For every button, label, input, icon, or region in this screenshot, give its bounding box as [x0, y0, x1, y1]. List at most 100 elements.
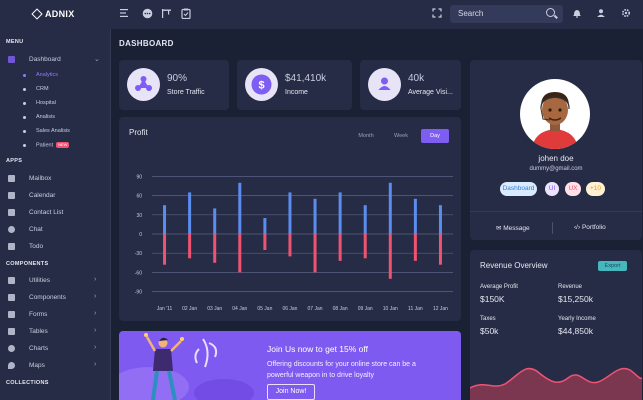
- sidebar-subitem-label: Hospital: [36, 100, 56, 106]
- x-tick-label: 02 Jan: [182, 306, 197, 312]
- bar-negative: [313, 234, 317, 273]
- tag-more[interactable]: +10: [586, 182, 605, 196]
- revenue-title: Revenue Overview: [480, 261, 548, 270]
- stat-label: Average Visi...: [408, 89, 453, 96]
- sidebar-item-chat[interactable]: Chat: [0, 223, 110, 237]
- bar-negative: [163, 234, 167, 265]
- y-tick-label: 90: [136, 174, 142, 180]
- bar-positive: [288, 192, 292, 234]
- flag-icon[interactable]: [160, 8, 172, 20]
- y-tick-label: 60: [136, 194, 142, 200]
- revenue-value: $50k: [480, 326, 499, 336]
- settings-icon[interactable]: [620, 8, 632, 20]
- traffic-icon: [127, 68, 160, 101]
- sidebar-item-mailbox[interactable]: Mailbox: [0, 172, 110, 186]
- sidebar-item-label: Charts: [29, 345, 49, 352]
- revenue-label: Taxes: [480, 316, 496, 322]
- promo-text: Offering discounts for your online store…: [267, 361, 416, 379]
- tag-ux[interactable]: UX: [565, 182, 581, 196]
- tab-month[interactable]: Month: [358, 133, 374, 139]
- profile-card: johen doe dummy@gmail.com Dashboard UI U…: [470, 60, 642, 240]
- x-tick-label: 11 Jan: [408, 306, 423, 312]
- revenue-value: $44,850k: [558, 326, 593, 336]
- sidebar-item-utilities[interactable]: Utilities ›: [0, 274, 110, 288]
- bullet-icon: [23, 116, 26, 119]
- revenue-area-chart: [470, 367, 642, 400]
- new-badge: NEW: [56, 142, 70, 148]
- chat-icon[interactable]: [141, 8, 153, 20]
- stat-card-income: $ $41,410k Income: [237, 60, 352, 110]
- contacts-icon: [8, 209, 15, 216]
- user-icon[interactable]: [595, 8, 607, 20]
- components-icon: [8, 294, 15, 301]
- sidebar-subitem-hospital[interactable]: Hospital: [0, 98, 110, 110]
- sidebar-subitem-analisis[interactable]: Analisis: [0, 112, 110, 124]
- tag-dashboard[interactable]: Dashboard: [500, 182, 537, 196]
- sidebar-item-label: Tables: [29, 328, 48, 335]
- menu-toggle-icon[interactable]: [119, 8, 131, 20]
- stat-value: 90%: [167, 73, 188, 84]
- bar-negative: [363, 234, 367, 259]
- bar-negative: [188, 234, 192, 259]
- sidebar-item-maps[interactable]: Maps ›: [0, 359, 110, 373]
- profit-chart: 90 60 30 0 -30 -60 -90 Jan '11 02 Jan 03 Jan 04 Ja…: [135, 174, 453, 312]
- sidebar-item-forms[interactable]: Forms ›: [0, 308, 110, 322]
- bar-negative: [338, 234, 342, 261]
- export-button[interactable]: Export: [598, 261, 627, 271]
- bar-positive: [163, 205, 167, 234]
- tag-ui[interactable]: UI: [545, 182, 559, 196]
- sidebar-item-charts[interactable]: Charts ›: [0, 342, 110, 356]
- sidebar-subitem-sales-analisis[interactable]: Sales Analisis: [0, 126, 110, 138]
- top-bar: ADNIX Search: [0, 0, 643, 29]
- search-icon[interactable]: [546, 8, 555, 17]
- x-tick-label: 06 Jan: [282, 306, 297, 312]
- fullscreen-icon[interactable]: [431, 8, 443, 20]
- sidebar-subitem-analytics[interactable]: Analytics: [0, 70, 110, 82]
- sidebar-subitem-patient[interactable]: Patient NEW: [0, 140, 110, 152]
- tab-week[interactable]: Week: [394, 133, 408, 139]
- tables-icon: [8, 328, 15, 335]
- envelope-icon: ✉: [496, 225, 502, 232]
- sidebar-item-todo[interactable]: Todo: [0, 240, 110, 254]
- avatar[interactable]: [520, 79, 590, 149]
- notification-icon[interactable]: [571, 8, 583, 20]
- sidebar-item-tables[interactable]: Tables ›: [0, 325, 110, 339]
- bar-negative: [263, 234, 267, 250]
- portfolio-button[interactable]: ‹/› Portfolio: [574, 224, 606, 231]
- mail-icon: [8, 175, 15, 182]
- brand-logo[interactable]: ADNIX: [31, 8, 75, 20]
- revenue-value: $150K: [480, 294, 505, 304]
- sidebar-item-contact-list[interactable]: Contact List: [0, 206, 110, 220]
- sidebar-item-label: Todo: [29, 243, 44, 250]
- bullet-icon: [23, 74, 26, 77]
- sidebar-item-dashboard[interactable]: Dashboard ⌄: [0, 53, 110, 67]
- sidebar-subitem-label: Sales Analisis: [36, 128, 70, 134]
- sidebar-subitem-crm[interactable]: CRM: [0, 84, 110, 96]
- logo-mark-icon: [31, 8, 43, 20]
- revenue-overview-card: Revenue Overview Export Average Profit $…: [470, 250, 642, 400]
- stat-value: $41,410k: [285, 73, 327, 84]
- sidebar-item-calendar[interactable]: Calendar: [0, 189, 110, 203]
- sidebar: MENU Dashboard ⌄ Analytics CRM Hospital …: [0, 29, 111, 400]
- y-tick-label: -30: [135, 251, 142, 257]
- stat-label: Store Traffic: [167, 89, 205, 96]
- portfolio-label: Portfolio: [581, 224, 606, 231]
- clipboard-icon[interactable]: [180, 8, 192, 20]
- x-tick-label: 03 Jan: [207, 306, 222, 312]
- chevron-right-icon: ›: [94, 327, 97, 334]
- profile-email: dummy@gmail.com: [529, 166, 583, 172]
- promo-illustration: [119, 333, 254, 400]
- message-button[interactable]: ✉ Message: [496, 224, 530, 232]
- sidebar-item-label: Contact List: [29, 209, 64, 216]
- sidebar-item-components[interactable]: Components ›: [0, 291, 110, 305]
- bar-positive: [413, 198, 417, 234]
- bar-negative: [238, 234, 242, 273]
- calendar-icon: [8, 192, 15, 199]
- search-box[interactable]: Search: [450, 5, 563, 23]
- search-input[interactable]: Search: [458, 9, 484, 18]
- join-now-button[interactable]: Join Now!: [267, 384, 315, 400]
- tab-day[interactable]: Day: [421, 129, 449, 143]
- bullet-icon: [23, 102, 26, 105]
- bar-positive: [238, 182, 242, 234]
- stat-card-store-traffic: 90% Store Traffic: [119, 60, 229, 110]
